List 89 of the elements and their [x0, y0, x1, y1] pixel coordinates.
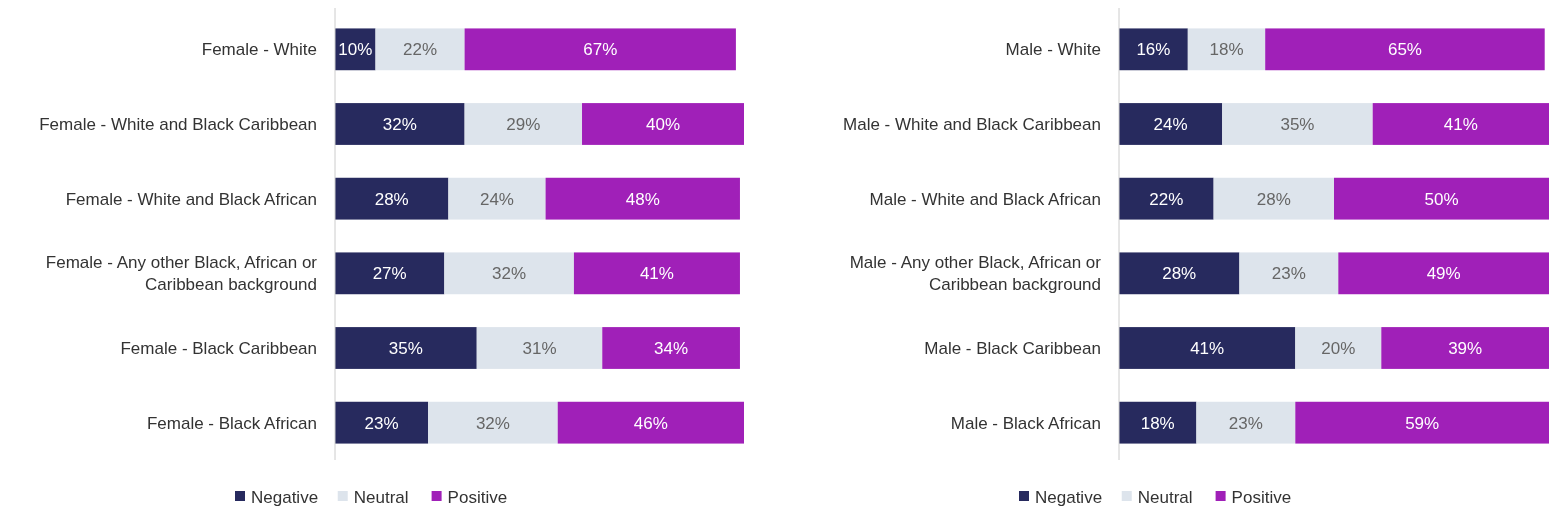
data-label: 27% [372, 264, 407, 284]
data-label: 23% [364, 413, 399, 433]
bar [444, 252, 574, 295]
data-label: 28% [1256, 189, 1291, 209]
bar [557, 401, 744, 444]
data-label: 10% [338, 40, 373, 60]
legend-label: Neutral [1137, 487, 1193, 507]
data-label: 23% [1228, 413, 1263, 433]
bar [1187, 28, 1266, 71]
data-label: 29% [506, 114, 541, 134]
data-label: 50% [1424, 189, 1459, 209]
bar [1372, 103, 1549, 145]
data-label: 24% [1153, 114, 1188, 134]
data-label: 35% [388, 338, 423, 358]
data-label: 35% [1280, 114, 1315, 134]
y-tick-label: Male - White and Black African [869, 189, 1101, 209]
bar [464, 28, 736, 71]
bar [573, 252, 740, 295]
data-label: 31% [522, 338, 557, 358]
data-label: 18% [1140, 413, 1175, 433]
bar [1196, 401, 1296, 444]
bar [1213, 177, 1334, 220]
data-label: 67% [583, 40, 618, 60]
y-tick-label: Female - White and Black Caribbean [39, 114, 317, 134]
data-label: 28% [1162, 264, 1197, 284]
bar [448, 177, 546, 220]
bar [582, 103, 744, 145]
bar [335, 252, 445, 295]
data-label: 59% [1405, 413, 1440, 433]
data-label: 41% [1190, 338, 1225, 358]
y-tick-label: Male - White [1005, 40, 1101, 60]
data-label: 28% [374, 189, 409, 209]
bar [1119, 401, 1197, 444]
data-label: 41% [1443, 114, 1478, 134]
legend-label: Neutral [353, 487, 409, 507]
bar [335, 177, 449, 220]
data-label: 32% [475, 413, 510, 433]
data-label: 32% [382, 114, 417, 134]
bar [464, 103, 583, 145]
y-tick-label: Male - Any other Black, African or Caribbean background [849, 253, 1102, 295]
bar [1381, 327, 1549, 369]
y-tick-label: Male - Black African [950, 413, 1101, 433]
legend-label: Negative [251, 487, 319, 507]
bar [1334, 177, 1549, 220]
data-label: 46% [633, 413, 668, 433]
data-label: 20% [1321, 338, 1356, 358]
data-label: 22% [1149, 189, 1184, 209]
data-label: 18% [1209, 40, 1244, 60]
data-label: 40% [645, 114, 681, 134]
bar [1295, 327, 1382, 369]
bar [428, 401, 558, 444]
data-label: 49% [1426, 264, 1461, 284]
bar [1239, 252, 1339, 295]
bar [1119, 327, 1296, 369]
bar [476, 327, 603, 369]
bar [1119, 252, 1240, 295]
bar [545, 177, 740, 220]
bar [1265, 28, 1545, 71]
data-label: 65% [1387, 40, 1422, 60]
bar [335, 401, 429, 444]
data-label: 16% [1136, 40, 1171, 60]
y-tick-label: Female - White [201, 40, 317, 60]
legend-label: Positive [447, 487, 508, 507]
data-label: 32% [492, 264, 527, 284]
bar [335, 103, 465, 145]
bar [335, 327, 477, 369]
data-label: 39% [1448, 338, 1483, 358]
y-tick-label: Female - White and Black African [65, 189, 317, 209]
bar [1338, 252, 1549, 295]
y-tick-label: Male - Black Caribbean [924, 338, 1101, 358]
y-tick-label: Female - Any other Black, African or Caribbean background [45, 253, 318, 295]
data-label: 23% [1271, 264, 1306, 284]
legend-label: Positive [1231, 487, 1292, 507]
y-tick-label: Female - Black African [146, 413, 317, 433]
bar [1222, 103, 1373, 145]
bar [602, 327, 740, 369]
data-label: 24% [479, 189, 514, 209]
data-label: 48% [625, 189, 660, 209]
bar [375, 28, 465, 71]
bar [1119, 28, 1188, 71]
legend-label: Negative [1035, 487, 1103, 507]
bar [1295, 401, 1549, 444]
y-tick-label: Male - White and Black Caribbean [843, 114, 1101, 134]
data-label: 41% [639, 264, 674, 284]
bar [1119, 177, 1214, 220]
y-tick-label: Female - Black Caribbean [120, 338, 317, 358]
bar [1119, 103, 1223, 145]
data-label: 34% [654, 338, 689, 358]
data-label: 22% [403, 40, 438, 60]
